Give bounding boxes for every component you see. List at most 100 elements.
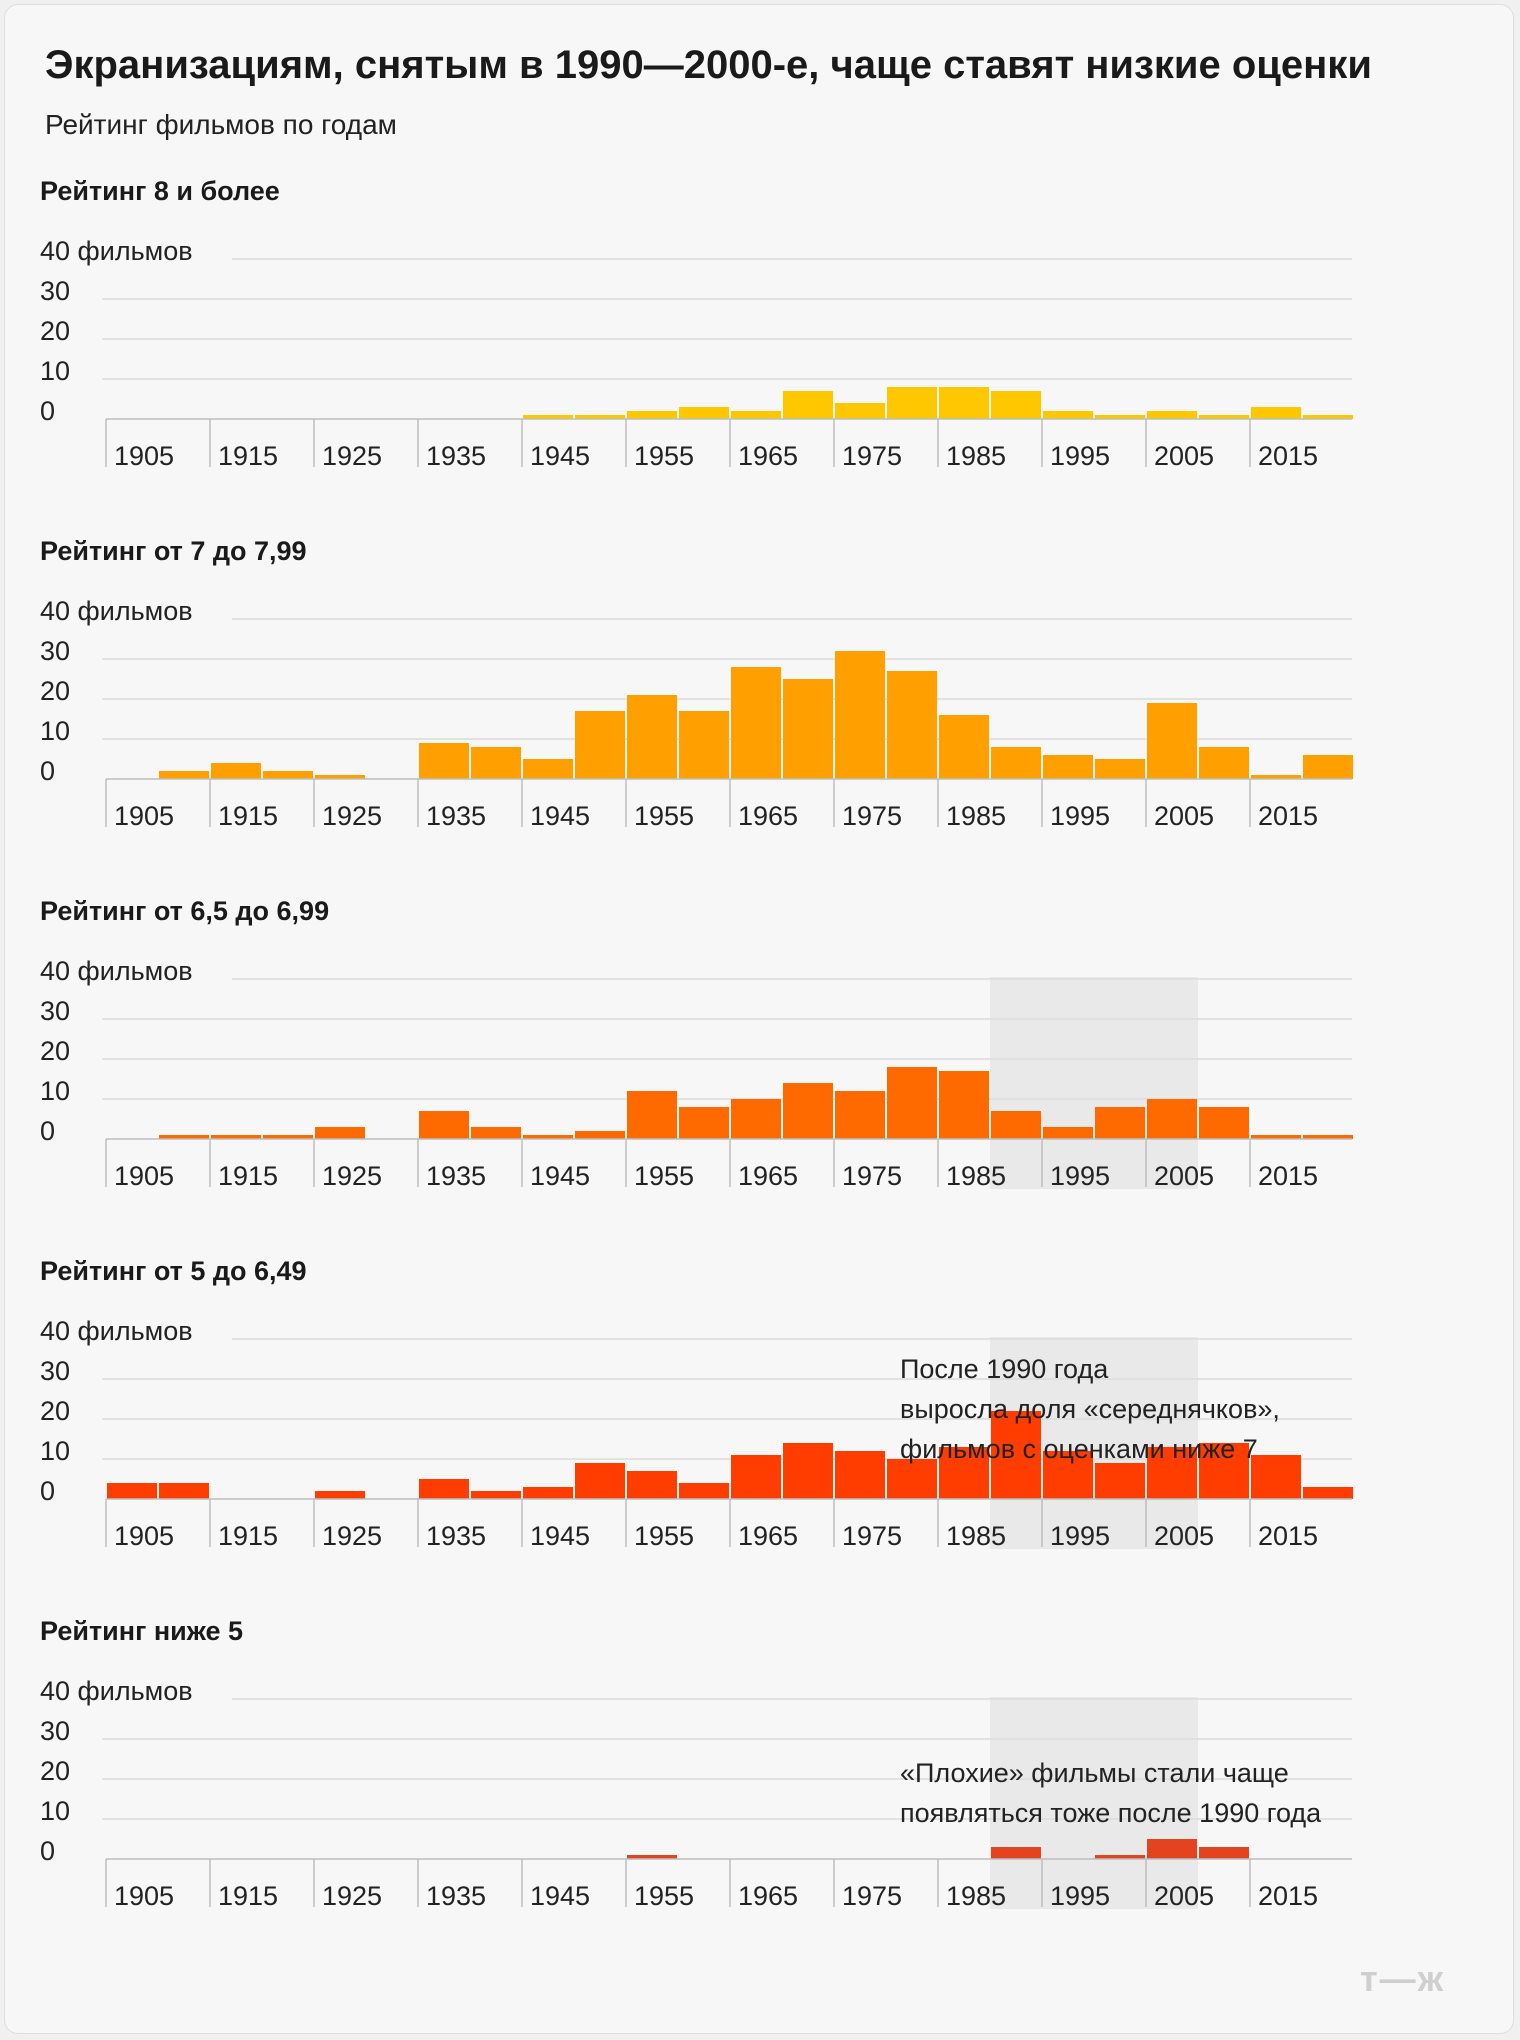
bar (887, 387, 937, 419)
panel-title: Рейтинг от 6,5 до 6,99 (40, 896, 329, 926)
x-tick-label: 1935 (426, 1521, 486, 1551)
x-tick-label: 2005 (1154, 1161, 1214, 1191)
x-tick-label: 2005 (1154, 801, 1214, 831)
panel-title: Рейтинг от 7 до 7,99 (40, 536, 307, 566)
bar (1251, 407, 1301, 419)
x-tick-label: 1925 (322, 1161, 382, 1191)
bar (1199, 1107, 1249, 1139)
bar (523, 1135, 573, 1139)
y-tick-label: 10 (40, 1796, 70, 1826)
bar (731, 667, 781, 779)
bar (1147, 703, 1197, 779)
bar (627, 1091, 677, 1139)
x-tick-label: 2005 (1154, 441, 1214, 471)
y-tick-label: 10 (40, 356, 70, 386)
bar (523, 415, 573, 419)
x-tick-label: 1995 (1050, 1161, 1110, 1191)
x-tick-label: 1905 (114, 1881, 174, 1911)
bar (835, 1451, 885, 1499)
x-tick-label: 1965 (738, 441, 798, 471)
bar (679, 1107, 729, 1139)
x-tick-label: 1975 (842, 801, 902, 831)
bar (731, 1455, 781, 1499)
y-tick-label: 20 (40, 676, 70, 706)
bar (1251, 1455, 1301, 1499)
bar (1251, 1135, 1301, 1139)
x-tick-label: 1995 (1050, 1881, 1110, 1911)
bar (1303, 755, 1353, 779)
bar (731, 1099, 781, 1139)
bar (835, 1091, 885, 1139)
x-tick-label: 1965 (738, 801, 798, 831)
x-tick-label: 1955 (634, 801, 694, 831)
x-tick-label: 2015 (1258, 801, 1318, 831)
bar (1095, 1107, 1145, 1139)
bar (939, 1447, 989, 1499)
bar (1303, 415, 1353, 419)
bar (887, 671, 937, 779)
bar (1147, 1447, 1197, 1499)
bar (991, 747, 1041, 779)
bar (991, 1847, 1041, 1859)
x-tick-label: 1975 (842, 441, 902, 471)
x-tick-label: 1995 (1050, 1521, 1110, 1551)
x-tick-label: 1915 (218, 1881, 278, 1911)
y-tick-label: 30 (40, 636, 70, 666)
y-tick-label: 0 (40, 1116, 55, 1146)
y-tick-label: 30 (40, 276, 70, 306)
x-tick-label: 1905 (114, 1521, 174, 1551)
x-tick-label: 1985 (946, 1521, 1006, 1551)
bar (939, 387, 989, 419)
bar (627, 1855, 677, 1859)
x-tick-label: 2015 (1258, 1881, 1318, 1911)
bar (1147, 1099, 1197, 1139)
x-tick-label: 1975 (842, 1881, 902, 1911)
x-tick-label: 1915 (218, 1521, 278, 1551)
bar (523, 1487, 573, 1499)
x-tick-label: 1995 (1050, 801, 1110, 831)
x-tick-label: 1935 (426, 1161, 486, 1191)
x-tick-label: 1915 (218, 1161, 278, 1191)
bar (159, 1483, 209, 1499)
bar (159, 771, 209, 779)
x-tick-label: 1925 (322, 441, 382, 471)
y-tick-label: 40 фильмов (40, 956, 193, 986)
bar (1095, 759, 1145, 779)
x-tick-label: 1965 (738, 1521, 798, 1551)
y-tick-label: 20 (40, 316, 70, 346)
page-subtitle: Рейтинг фильмов по годам (45, 109, 397, 140)
y-tick-label: 0 (40, 756, 55, 786)
y-tick-label: 20 (40, 1036, 70, 1066)
y-tick-label: 30 (40, 1716, 70, 1746)
x-tick-label: 1955 (634, 1161, 694, 1191)
bar (887, 1459, 937, 1499)
x-tick-label: 1915 (218, 441, 278, 471)
bar (263, 1135, 313, 1139)
x-tick-label: 2005 (1154, 1881, 1214, 1911)
bar (783, 1443, 833, 1499)
bar (1147, 1839, 1197, 1859)
y-tick-label: 20 (40, 1756, 70, 1786)
y-tick-label: 0 (40, 1836, 55, 1866)
y-tick-label: 0 (40, 1476, 55, 1506)
x-tick-label: 1955 (634, 1881, 694, 1911)
x-tick-label: 1965 (738, 1881, 798, 1911)
panel-title: Рейтинг 8 и более (40, 176, 280, 206)
bar (627, 1471, 677, 1499)
bar (1043, 411, 1093, 419)
bar (1251, 775, 1301, 779)
x-tick-label: 1935 (426, 801, 486, 831)
x-tick-label: 1915 (218, 801, 278, 831)
x-tick-label: 1905 (114, 801, 174, 831)
x-tick-label: 2015 (1258, 1521, 1318, 1551)
x-tick-label: 1975 (842, 1521, 902, 1551)
bar (159, 1135, 209, 1139)
x-tick-label: 2005 (1154, 1521, 1214, 1551)
annotation-text: выросла доля «середнячков», (900, 1394, 1280, 1424)
y-tick-label: 40 фильмов (40, 596, 193, 626)
y-tick-label: 30 (40, 1356, 70, 1386)
bar (471, 1491, 521, 1499)
x-tick-label: 1925 (322, 801, 382, 831)
bar (887, 1067, 937, 1139)
bar (315, 1491, 365, 1499)
